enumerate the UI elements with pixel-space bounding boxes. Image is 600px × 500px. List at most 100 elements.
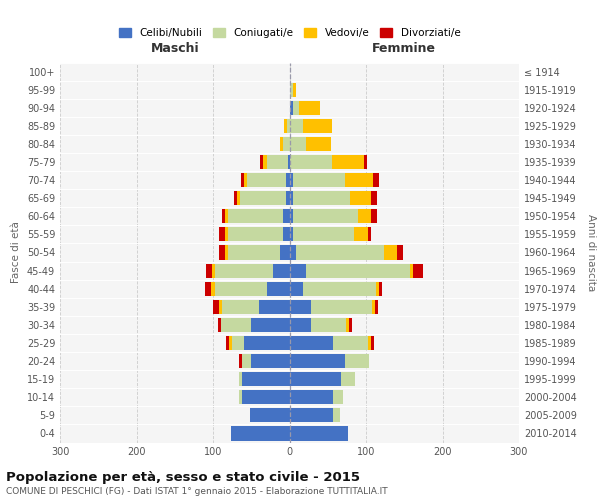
- Bar: [239, 372, 242, 386]
- Bar: [266, 282, 290, 296]
- Bar: [293, 173, 344, 187]
- Bar: [290, 408, 333, 422]
- Bar: [299, 100, 320, 115]
- Bar: [221, 318, 251, 332]
- Bar: [244, 173, 247, 187]
- Bar: [290, 246, 296, 260]
- Bar: [247, 173, 286, 187]
- Bar: [311, 300, 372, 314]
- Bar: [239, 354, 242, 368]
- Bar: [225, 210, 229, 224]
- Bar: [368, 228, 371, 241]
- Bar: [215, 264, 272, 278]
- Bar: [346, 318, 349, 332]
- Bar: [232, 336, 244, 350]
- Bar: [241, 173, 244, 187]
- Bar: [371, 210, 377, 224]
- Bar: [290, 300, 311, 314]
- Bar: [266, 155, 288, 169]
- Bar: [373, 173, 379, 187]
- Bar: [215, 282, 266, 296]
- Bar: [283, 137, 290, 151]
- Bar: [226, 336, 229, 350]
- Bar: [205, 282, 211, 296]
- Bar: [333, 336, 368, 350]
- Bar: [293, 82, 296, 96]
- Bar: [290, 173, 293, 187]
- Bar: [290, 390, 333, 404]
- Bar: [307, 137, 331, 151]
- Bar: [303, 282, 376, 296]
- Bar: [344, 354, 369, 368]
- Bar: [383, 246, 397, 260]
- Bar: [371, 191, 377, 206]
- Bar: [219, 300, 222, 314]
- Y-axis label: Anni di nascita: Anni di nascita: [586, 214, 596, 291]
- Bar: [242, 372, 290, 386]
- Bar: [290, 210, 293, 224]
- Bar: [206, 264, 212, 278]
- Bar: [303, 119, 332, 133]
- Bar: [218, 318, 221, 332]
- Bar: [290, 426, 349, 440]
- Bar: [222, 210, 225, 224]
- Bar: [286, 173, 290, 187]
- Bar: [290, 155, 332, 169]
- Bar: [259, 300, 290, 314]
- Bar: [333, 408, 340, 422]
- Bar: [288, 155, 290, 169]
- Bar: [293, 100, 299, 115]
- Bar: [283, 228, 290, 241]
- Bar: [290, 228, 293, 241]
- Bar: [219, 246, 225, 260]
- Bar: [290, 372, 341, 386]
- Bar: [229, 336, 232, 350]
- Bar: [375, 300, 378, 314]
- Bar: [263, 155, 266, 169]
- Y-axis label: Fasce di età: Fasce di età: [11, 222, 21, 284]
- Bar: [229, 210, 283, 224]
- Bar: [293, 191, 350, 206]
- Text: COMUNE DI PESCHICI (FG) - Dati ISTAT 1° gennaio 2015 - Elaborazione TUTTITALIA.I: COMUNE DI PESCHICI (FG) - Dati ISTAT 1° …: [6, 487, 388, 496]
- Bar: [230, 426, 290, 440]
- Bar: [358, 210, 371, 224]
- Bar: [290, 137, 307, 151]
- Bar: [376, 282, 379, 296]
- Bar: [212, 264, 215, 278]
- Bar: [242, 354, 251, 368]
- Bar: [283, 210, 290, 224]
- Bar: [290, 119, 303, 133]
- Bar: [290, 354, 344, 368]
- Bar: [293, 210, 358, 224]
- Bar: [290, 191, 293, 206]
- Bar: [413, 264, 422, 278]
- Bar: [290, 82, 293, 96]
- Bar: [228, 246, 280, 260]
- Bar: [332, 155, 364, 169]
- Bar: [364, 155, 367, 169]
- Text: Femmine: Femmine: [372, 42, 436, 56]
- Bar: [251, 318, 290, 332]
- Bar: [290, 264, 307, 278]
- Bar: [225, 246, 229, 260]
- Bar: [225, 228, 229, 241]
- Bar: [237, 191, 240, 206]
- Bar: [272, 264, 290, 278]
- Bar: [410, 264, 413, 278]
- Bar: [211, 282, 215, 296]
- Bar: [219, 228, 225, 241]
- Bar: [287, 119, 290, 133]
- Bar: [240, 191, 286, 206]
- Bar: [250, 408, 290, 422]
- Bar: [229, 228, 283, 241]
- Bar: [311, 318, 346, 332]
- Text: Maschi: Maschi: [151, 42, 199, 56]
- Bar: [244, 336, 290, 350]
- Bar: [290, 100, 293, 115]
- Bar: [222, 300, 259, 314]
- Bar: [371, 336, 374, 350]
- Bar: [341, 372, 355, 386]
- Bar: [349, 318, 352, 332]
- Bar: [350, 191, 371, 206]
- Bar: [242, 390, 290, 404]
